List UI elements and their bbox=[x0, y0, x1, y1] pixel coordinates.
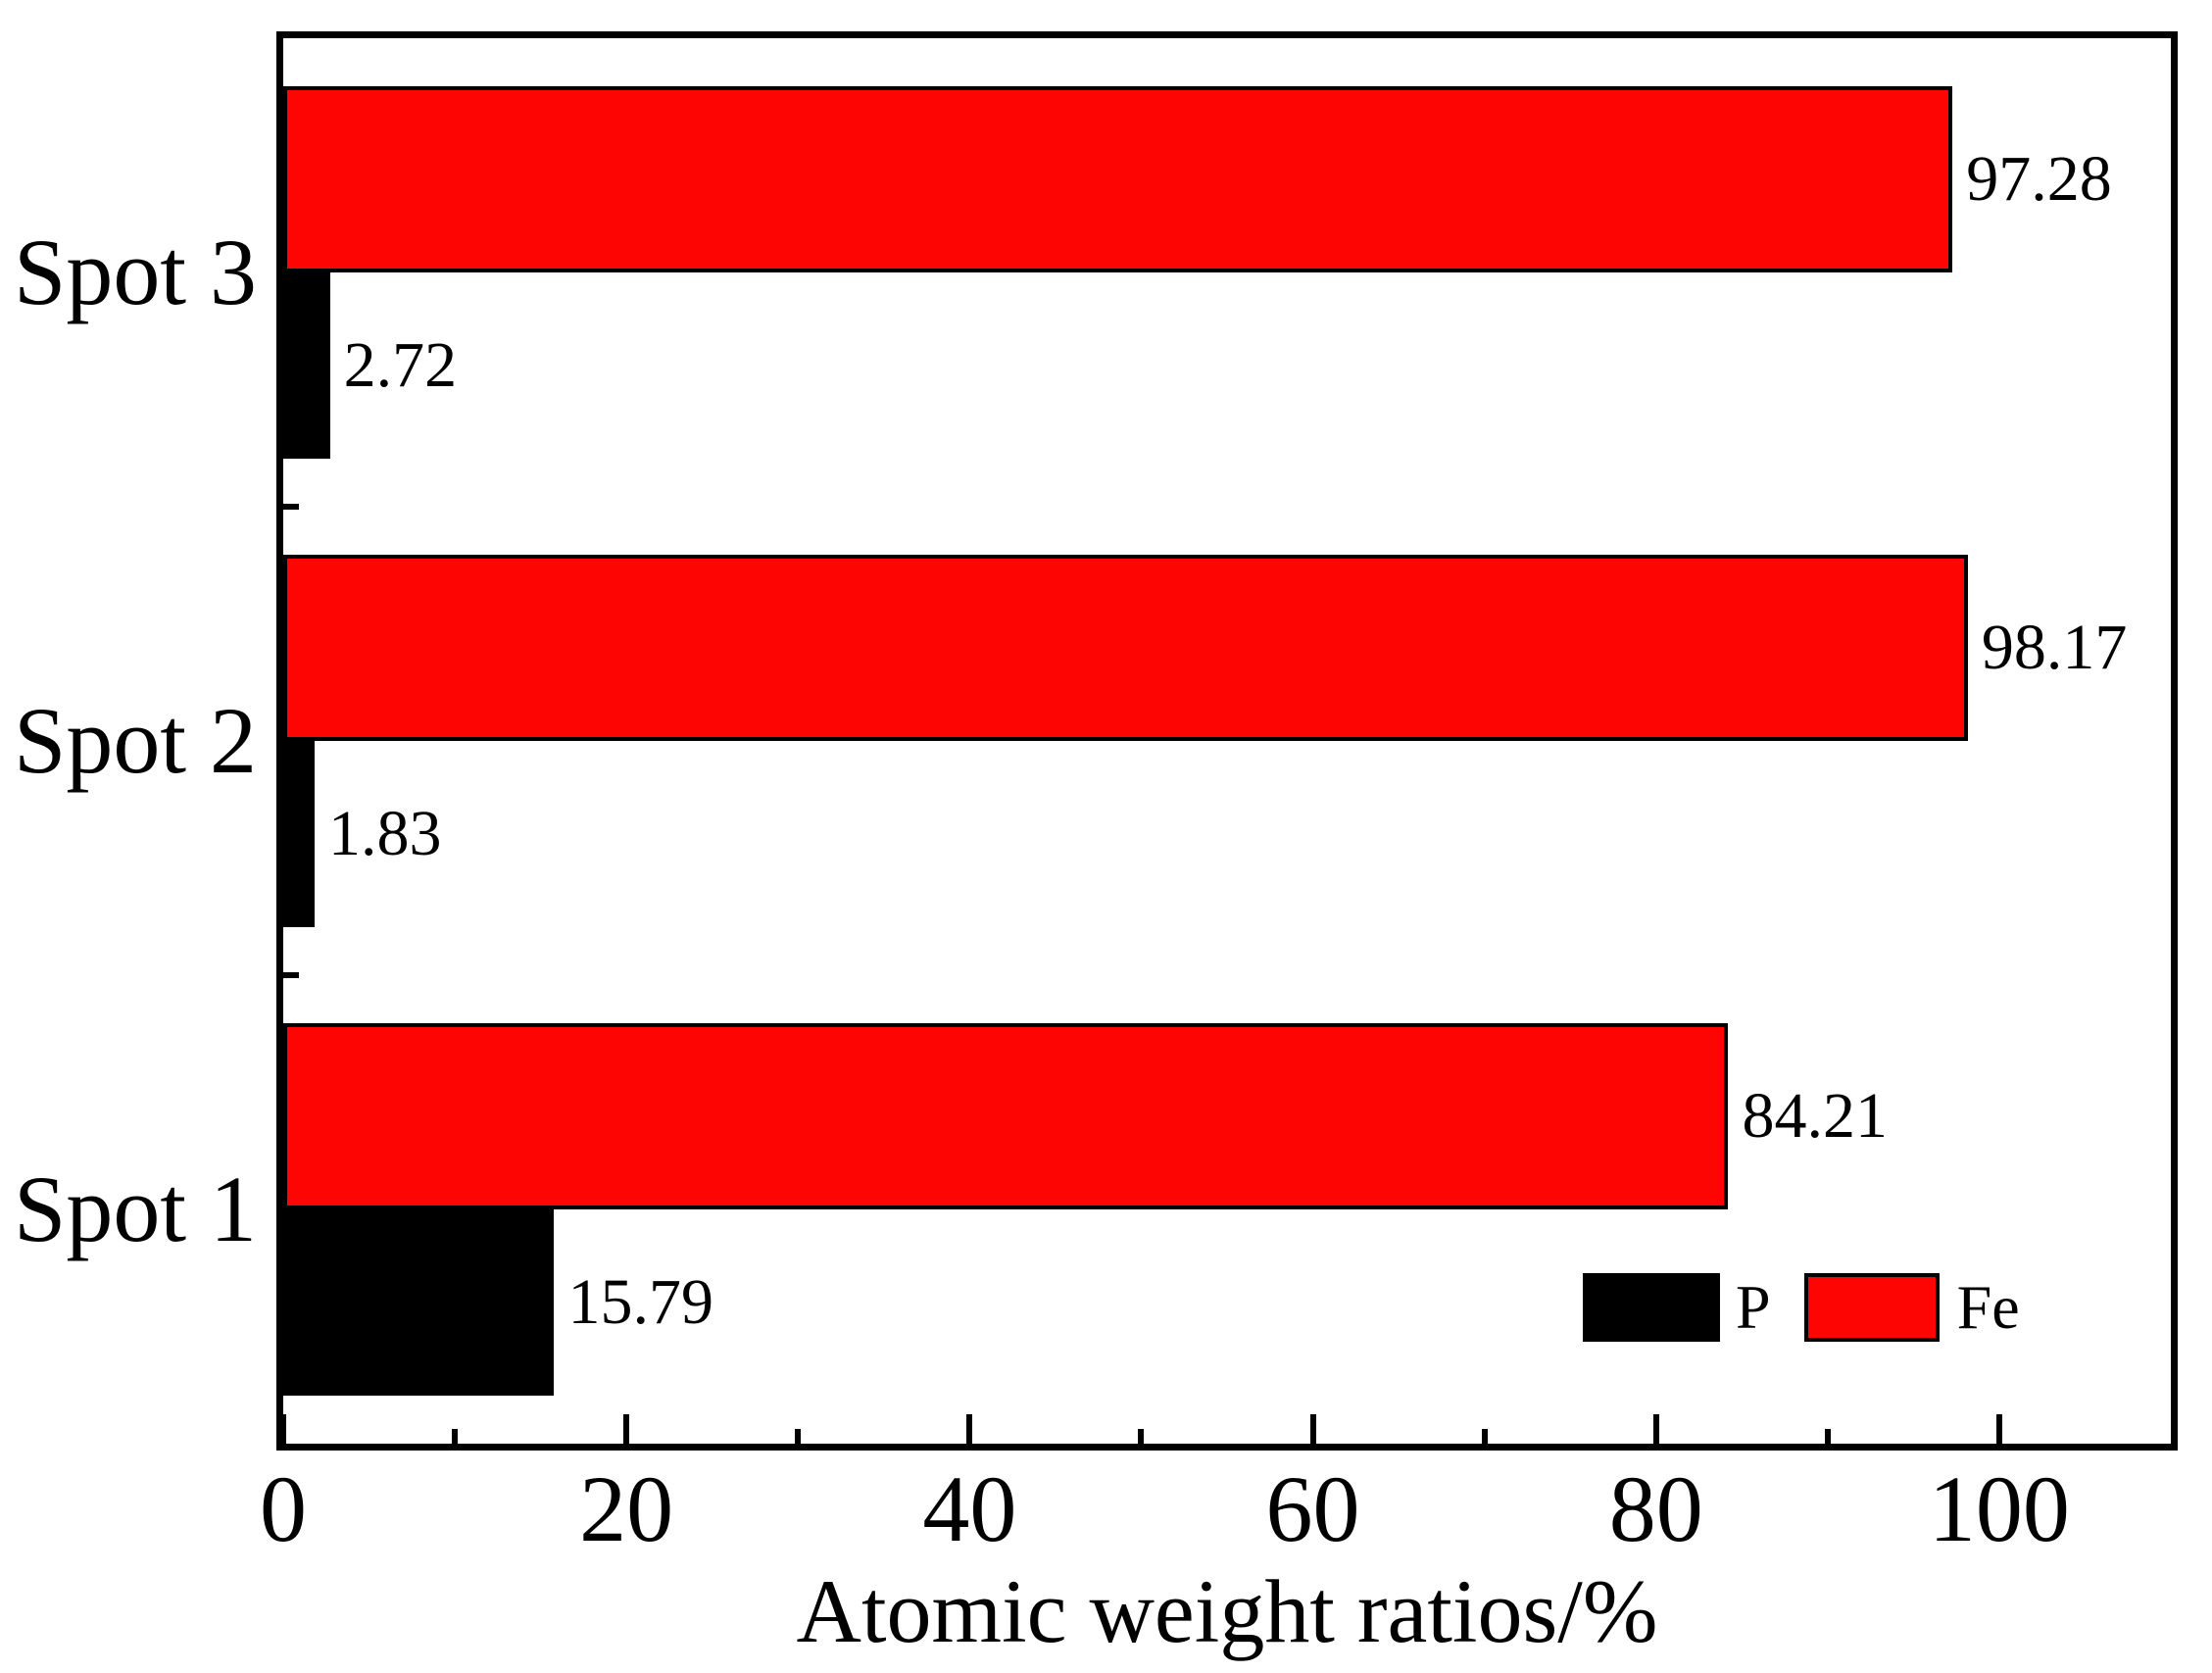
x-tick-minor-30 bbox=[795, 1429, 802, 1444]
x-tick-label-60: 60 bbox=[1265, 1456, 1360, 1561]
x-tick-minor-10 bbox=[452, 1429, 459, 1444]
y-tick-separator-1 bbox=[283, 504, 299, 510]
x-axis-tick-labels: 0 20 40 60 80 100 bbox=[260, 1456, 2171, 1570]
value-label-fe-spot-1: 84.21 bbox=[1742, 1079, 1888, 1152]
value-label-p-spot-1: 15.79 bbox=[567, 1266, 713, 1338]
x-tick-major-100 bbox=[1995, 1414, 2002, 1444]
legend: P Fe bbox=[1583, 1273, 2020, 1342]
x-tick-label-20: 20 bbox=[579, 1456, 674, 1561]
x-tick-label-0: 0 bbox=[260, 1456, 307, 1561]
x-tick-major-60 bbox=[1309, 1414, 1316, 1444]
category-label-spot-1: Spot 1 bbox=[13, 1156, 257, 1261]
x-tick-minor-50 bbox=[1138, 1429, 1145, 1444]
x-tick-minor-70 bbox=[1481, 1429, 1488, 1444]
x-tick-major-20 bbox=[623, 1414, 630, 1444]
y-tick-separator-2 bbox=[283, 972, 299, 978]
category-label-spot-3: Spot 3 bbox=[13, 220, 257, 324]
x-tick-major-40 bbox=[966, 1414, 973, 1444]
x-tick-minor-90 bbox=[1824, 1429, 1831, 1444]
x-tick-major-80 bbox=[1652, 1414, 1659, 1444]
bar-fe-spot-1 bbox=[283, 1022, 1729, 1209]
value-label-fe-spot-3: 97.28 bbox=[1966, 142, 2112, 215]
x-tick-label-100: 100 bbox=[1928, 1456, 2070, 1561]
legend-label-fe: Fe bbox=[1956, 1272, 2020, 1342]
bar-p-spot-1 bbox=[283, 1209, 555, 1396]
value-label-fe-spot-2: 98.17 bbox=[1981, 611, 2128, 683]
bar-fe-spot-3 bbox=[283, 85, 1953, 272]
x-tick-label-80: 80 bbox=[1608, 1456, 1703, 1561]
legend-swatch-p bbox=[1583, 1273, 1720, 1342]
plot-area: 97.28 2.72 98.17 1.83 84.21 15.79 P Fe bbox=[276, 31, 2178, 1451]
x-tick-label-40: 40 bbox=[922, 1456, 1017, 1561]
x-tick-major-0 bbox=[280, 1414, 286, 1444]
legend-label-p: P bbox=[1736, 1272, 1771, 1342]
x-axis-title: Atomic weight ratios/% bbox=[796, 1561, 1658, 1661]
category-label-spot-2: Spot 2 bbox=[13, 688, 257, 793]
bars-layer: 97.28 2.72 98.17 1.83 84.21 15.79 bbox=[283, 38, 2171, 1444]
bar-fe-spot-2 bbox=[283, 554, 1968, 741]
y-axis-category-labels: Spot 3 Spot 2 Spot 1 bbox=[0, 0, 257, 1673]
legend-swatch-fe bbox=[1803, 1273, 1940, 1342]
bar-p-spot-2 bbox=[283, 741, 316, 927]
value-label-p-spot-3: 2.72 bbox=[343, 329, 458, 401]
value-label-p-spot-2: 1.83 bbox=[328, 798, 442, 869]
bar-p-spot-3 bbox=[283, 272, 330, 459]
